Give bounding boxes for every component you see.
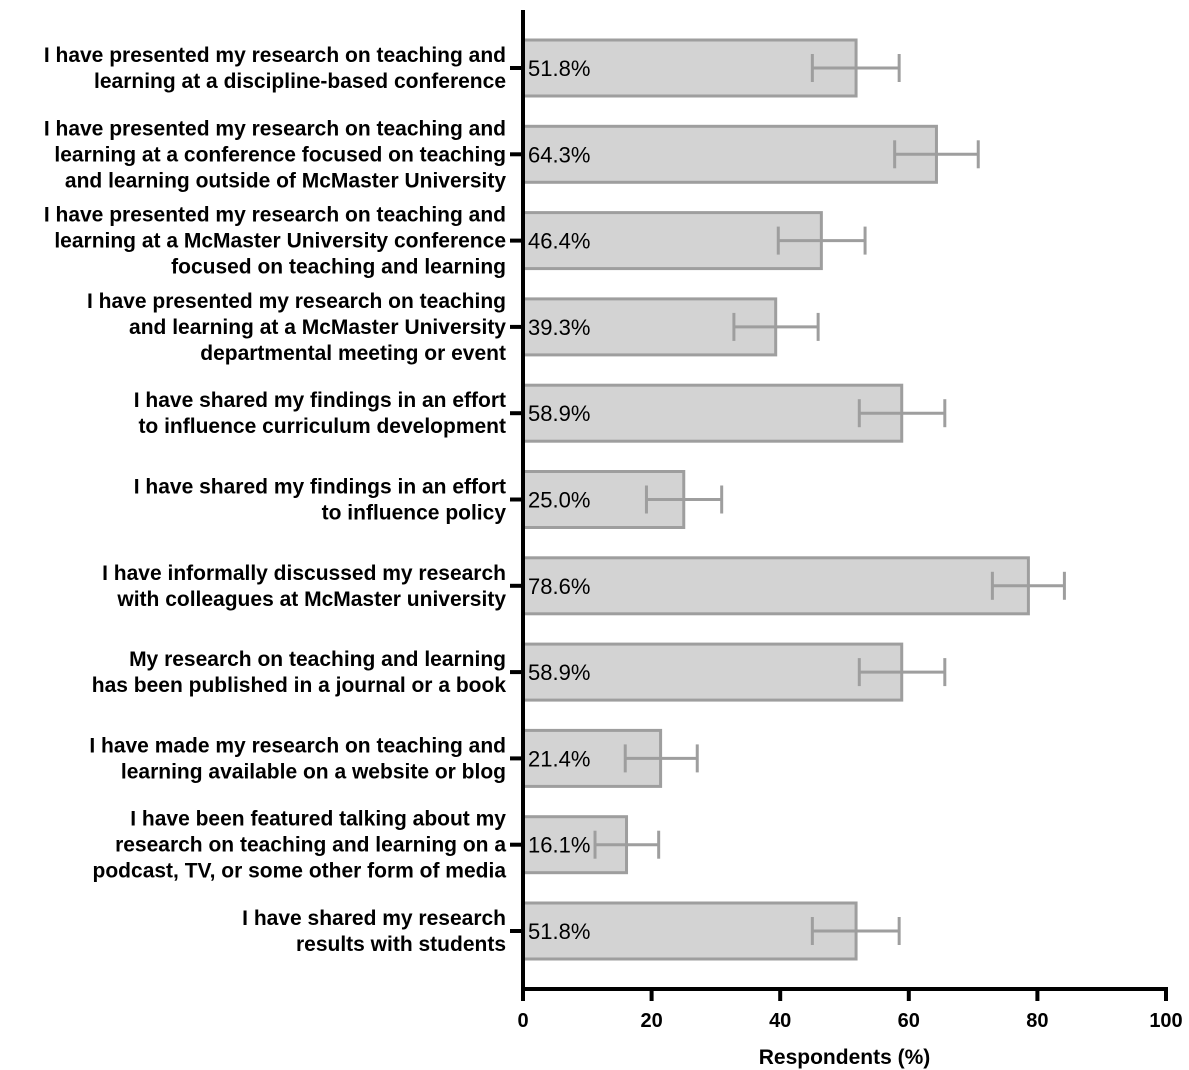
category-label-line: results with students	[296, 933, 506, 956]
data-label: 46.4%	[528, 229, 590, 254]
bar	[521, 556, 1030, 616]
category-label-line: I have presented my research on teaching…	[44, 117, 506, 140]
category-label-line: I have been featured talking about my	[130, 808, 506, 831]
data-label: 16.1%	[528, 833, 590, 858]
category-label-line: I have presented my research on teaching…	[44, 44, 506, 67]
category-label: I have been featured talking about my res…	[93, 808, 507, 883]
category-label-line: I have presented my research on teaching	[87, 290, 506, 313]
category-label-line: learning at a conference focused on teac…	[54, 143, 506, 166]
category-label: My research on teaching and learning has …	[92, 648, 507, 697]
category-label-line: with colleagues at McMaster university	[116, 588, 506, 611]
labels-layer: 51.8% I have presented my research on tea…	[44, 44, 1183, 1069]
category-label: I have presented my research on teaching…	[44, 204, 506, 279]
category-label-line: research on teaching and learning on a	[115, 834, 506, 857]
category-label-line: podcast, TV, or some other form of media	[93, 860, 507, 883]
category-label: I have shared my findings in an effort to…	[134, 389, 506, 438]
category-label-line: learning available on a website or blog	[121, 760, 506, 783]
category-label-line: and learning at a McMaster University	[129, 316, 506, 339]
x-tick-label: 100	[1149, 1010, 1182, 1032]
data-label: 64.3%	[528, 142, 590, 167]
category-label: I have shared my findings in an effort to…	[134, 476, 507, 525]
category-label: I have presented my research on teaching…	[87, 290, 506, 365]
category-label-line: focused on teaching and learning	[171, 256, 506, 279]
category-label: I have shared my research results with st…	[242, 907, 506, 956]
category-label-line: I have informally discussed my research	[102, 562, 506, 585]
category-label-line: I have shared my research	[242, 907, 506, 930]
x-tick-label: 0	[517, 1010, 528, 1032]
category-label: I have presented my research on teaching…	[44, 44, 506, 93]
category-label: I have made my research on teaching and l…	[89, 734, 506, 783]
category-label-line: to influence curriculum development	[138, 415, 506, 438]
category-label-line: and learning outside of McMaster Univers…	[65, 169, 506, 192]
data-label: 58.9%	[528, 401, 590, 426]
axes-layer	[510, 10, 1168, 1001]
category-label: I have presented my research on teaching…	[44, 117, 506, 192]
bar	[521, 383, 904, 443]
category-label: I have informally discussed my research w…	[102, 562, 506, 611]
data-label: 51.8%	[528, 56, 590, 81]
category-label-line: learning at a discipline-based conferenc…	[94, 70, 506, 93]
x-axis-title: Respondents (%)	[759, 1046, 931, 1069]
data-label: 39.3%	[528, 315, 590, 340]
category-label-line: departmental meeting or event	[200, 342, 506, 365]
category-label-line: I have presented my research on teaching…	[44, 204, 506, 227]
x-tick-label: 40	[769, 1010, 791, 1032]
category-label-line: I have made my research on teaching and	[89, 734, 506, 757]
category-label-line: I have shared my findings in an effort	[134, 476, 506, 499]
data-label: 51.8%	[528, 919, 590, 944]
category-label-line: has been published in a journal or a boo…	[92, 674, 507, 697]
x-tick-label: 60	[898, 1010, 920, 1032]
data-label: 25.0%	[528, 488, 590, 513]
data-label: 21.4%	[528, 746, 590, 771]
x-tick-label: 80	[1026, 1010, 1048, 1032]
data-label: 78.6%	[528, 574, 590, 599]
bar	[521, 124, 938, 184]
data-label: 58.9%	[528, 660, 590, 685]
category-label-line: I have shared my findings in an effort	[134, 389, 506, 412]
category-label-line: learning at a McMaster University confer…	[54, 230, 506, 253]
x-tick-label: 20	[640, 1010, 662, 1032]
category-label-line: My research on teaching and learning	[129, 648, 506, 671]
bars-layer	[521, 38, 1066, 961]
category-label-line: to influence policy	[322, 502, 507, 525]
